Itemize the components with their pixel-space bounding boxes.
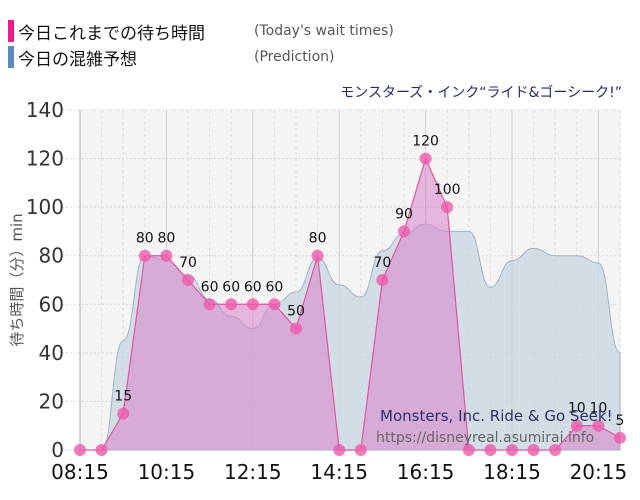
data-label: 15 [114, 389, 132, 405]
data-point[interactable] [74, 444, 86, 456]
data-point[interactable] [354, 444, 367, 456]
x-tick-label: 18:15 [483, 460, 541, 484]
data-label: 80 [309, 231, 327, 247]
legend-prediction-en: (Prediction) [254, 49, 335, 65]
legend-today-jp: 今日これまでの待ち時間 [18, 23, 205, 44]
data-point[interactable] [311, 249, 324, 262]
y-tick-label: 20 [39, 389, 64, 413]
data-point[interactable] [290, 322, 302, 335]
y-tick-label: 0 [51, 438, 64, 462]
y-tick-label: 60 [39, 292, 64, 316]
data-point[interactable] [527, 444, 540, 456]
data-point[interactable] [462, 444, 475, 456]
data-label: 10 [568, 401, 586, 417]
legend-today-en: (Today's wait times) [254, 23, 394, 39]
data-point[interactable] [160, 249, 173, 262]
x-tick-label: 14:15 [310, 460, 368, 484]
data-point[interactable] [549, 444, 562, 456]
data-point[interactable] [138, 249, 151, 262]
today-swatch-icon [8, 20, 14, 42]
today-area [80, 158, 620, 451]
data-point[interactable] [95, 444, 108, 456]
data-point[interactable] [117, 407, 130, 420]
data-point[interactable] [398, 225, 410, 238]
data-label: 60 [201, 279, 219, 295]
legend-prediction-jp: 今日の混雑予想 [18, 49, 137, 70]
x-tick-label: 12:15 [224, 460, 282, 484]
y-axis-title: 待ち時間（分）min [8, 213, 26, 346]
data-label: 80 [136, 231, 154, 247]
x-tick-label: 20:15 [570, 460, 628, 484]
chart-legend: 今日これまでの待ち時間 (Today's wait times) 今日の混雑予想… [8, 18, 394, 70]
y-tick-label: 140 [26, 98, 64, 122]
x-tick-label: 08:15 [51, 460, 109, 484]
prediction-swatch-icon [8, 46, 14, 68]
data-label: 100 [434, 182, 461, 198]
data-point[interactable] [614, 431, 626, 444]
data-label: 50 [287, 304, 305, 320]
data-label: 60 [222, 279, 240, 295]
y-tick-label: 100 [26, 195, 64, 219]
data-point[interactable] [268, 298, 281, 311]
data-label: 80 [157, 231, 175, 247]
data-point[interactable] [570, 419, 583, 432]
y-tick-label: 40 [39, 341, 64, 365]
data-point[interactable] [506, 444, 518, 456]
data-point[interactable] [203, 298, 216, 311]
watermark-url: https://disneyreal.asumirai.info [376, 430, 594, 446]
data-point[interactable] [484, 444, 497, 456]
data-label: 60 [244, 279, 262, 295]
legend-item-prediction[interactable]: 今日の混雑予想 (Prediction) [8, 44, 394, 70]
data-point[interactable] [246, 298, 259, 311]
x-tick-label: 10:15 [138, 460, 196, 484]
y-tick-label: 120 [26, 147, 64, 171]
data-label: 90 [395, 206, 413, 222]
data-point[interactable] [592, 419, 605, 432]
data-point[interactable] [182, 274, 194, 286]
data-point[interactable] [376, 274, 389, 286]
data-point[interactable] [333, 444, 346, 456]
data-point[interactable] [225, 298, 238, 311]
data-label: 70 [179, 255, 197, 271]
data-label: 120 [412, 134, 439, 150]
x-tick-label: 16:15 [397, 460, 455, 484]
data-label: 5 [616, 413, 625, 429]
legend-item-today[interactable]: 今日これまでの待ち時間 (Today's wait times) [8, 18, 394, 44]
data-label: 60 [265, 279, 283, 295]
data-label: 70 [373, 255, 391, 271]
watermark-name: Monsters, Inc. Ride & Go Seek! [380, 407, 613, 425]
data-point[interactable] [419, 152, 432, 165]
attraction-title: モンスターズ・インク“ライド&ゴーシーク!” [340, 85, 622, 101]
y-tick-label: 80 [39, 244, 64, 268]
data-point[interactable] [441, 201, 454, 214]
data-label: 10 [589, 401, 607, 417]
